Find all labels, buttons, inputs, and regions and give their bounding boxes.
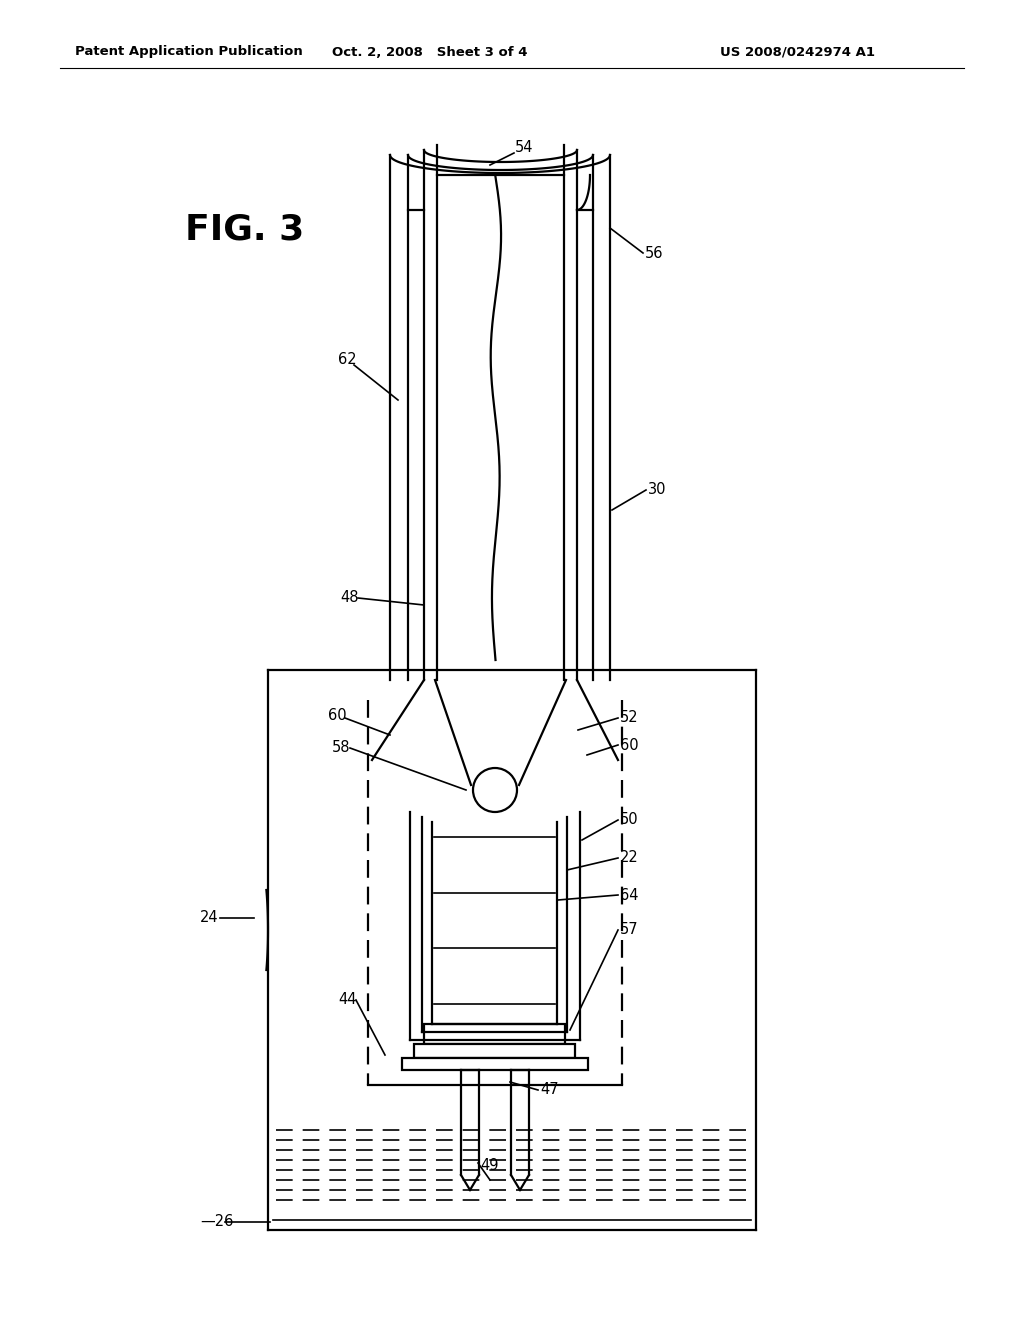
Bar [402,1059,588,1071]
Text: Oct. 2, 2008   Sheet 3 of 4: Oct. 2, 2008 Sheet 3 of 4 [332,45,527,58]
Text: 49: 49 [480,1158,499,1172]
Text: 58: 58 [332,741,350,755]
Text: 64: 64 [620,887,639,903]
Text: 56: 56 [645,246,664,260]
Text: US 2008/0242974 A1: US 2008/0242974 A1 [720,45,874,58]
Text: 60: 60 [620,738,639,752]
Text: 62: 62 [338,352,356,367]
Bar [424,1024,565,1044]
Text: Patent Application Publication: Patent Application Publication [75,45,303,58]
Text: 44: 44 [338,993,356,1007]
Text: 60: 60 [328,708,347,722]
Text: 24: 24 [200,911,219,925]
Circle shape [473,768,517,812]
Text: 57: 57 [620,923,639,937]
Bar [414,1044,575,1059]
Text: 30: 30 [648,483,667,498]
Text: 48: 48 [340,590,358,606]
Text: 54: 54 [515,140,534,156]
Text: —26: —26 [200,1214,233,1229]
Text: 52: 52 [620,710,639,726]
Text: 47: 47 [540,1082,559,1097]
Text: 22: 22 [620,850,639,866]
Text: FIG. 3: FIG. 3 [185,213,304,247]
Text: 50: 50 [620,813,639,828]
